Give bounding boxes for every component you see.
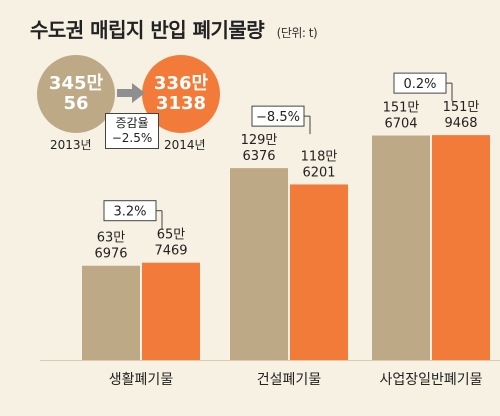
bar-label-line2: 6376 (242, 149, 275, 164)
bar-label-line1: 129만 (241, 133, 278, 148)
bar-2013-2 (372, 135, 430, 360)
change-box-2 (393, 72, 447, 94)
bar-2014-2 (432, 135, 490, 360)
change-value-0: 3.2% (113, 205, 146, 220)
change-value-2: 0.2% (403, 77, 436, 92)
category-label-0: 생활폐기물 (109, 372, 174, 388)
total-change-value: −2.5% (111, 131, 153, 145)
year-2013-label: 2013년 (50, 138, 92, 152)
bar-label-line2: 6201 (302, 165, 335, 180)
bar-2014-0 (142, 262, 200, 360)
bar-2014-1 (290, 184, 348, 360)
change-value-1: −8.5% (256, 110, 300, 125)
bar-label-line2: 6976 (94, 247, 127, 262)
category-label-2: 사업장일반폐기물 (379, 372, 482, 388)
bar-2013-1 (230, 168, 288, 360)
total-2014-line1: 336만 (153, 73, 209, 94)
change-box-0 (103, 200, 157, 222)
bar-label-line2: 9468 (444, 116, 477, 131)
bar-2013-0 (82, 265, 140, 360)
chart-unit: (단위: t) (276, 26, 318, 40)
chart-title-text: 수도권 매립지 반입 폐기물량 (30, 18, 265, 42)
bar-label-line1: 118만 (301, 149, 338, 164)
total-change-label: 증감율 (115, 116, 149, 130)
bar-label-line2: 6704 (384, 117, 417, 132)
right-arrow-icon (117, 83, 145, 103)
bar-label-line1: 151만 (383, 101, 420, 116)
category-label-1: 건설폐기물 (257, 372, 322, 388)
total-2013-line2: 56 (63, 93, 89, 114)
bar-label-line2: 7469 (154, 244, 187, 259)
year-2014-label: 2014년 (164, 138, 206, 152)
bar-label-line1: 151만 (443, 100, 480, 115)
change-box-1 (251, 105, 305, 127)
bar-label-line1: 65만 (157, 228, 186, 243)
total-change-box: 증감율 −2.5% (105, 113, 159, 149)
chart-title: 수도권 매립지 반입 폐기물량 (단위: t) (30, 14, 318, 43)
total-2013-circle: 345만 56 (37, 55, 115, 133)
total-2013-line1: 345만 (48, 73, 104, 94)
bar-label-line1: 63만 (97, 231, 126, 246)
total-2014-line2: 3138 (155, 93, 207, 114)
